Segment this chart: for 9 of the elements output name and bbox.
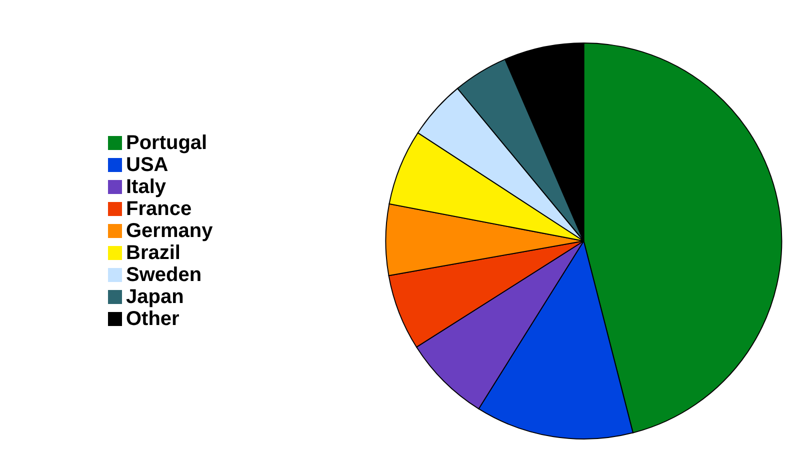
legend-label: Italy: [126, 176, 166, 198]
legend-label: Portugal: [126, 132, 208, 154]
legend-label: Brazil: [126, 242, 180, 264]
legend-label: USA: [126, 154, 168, 176]
legend-label: Japan: [126, 286, 184, 308]
legend-label: Sweden: [126, 264, 202, 286]
legend-label: Germany: [126, 220, 213, 242]
legend-label: France: [126, 198, 192, 220]
legend-label: Other: [126, 308, 180, 330]
